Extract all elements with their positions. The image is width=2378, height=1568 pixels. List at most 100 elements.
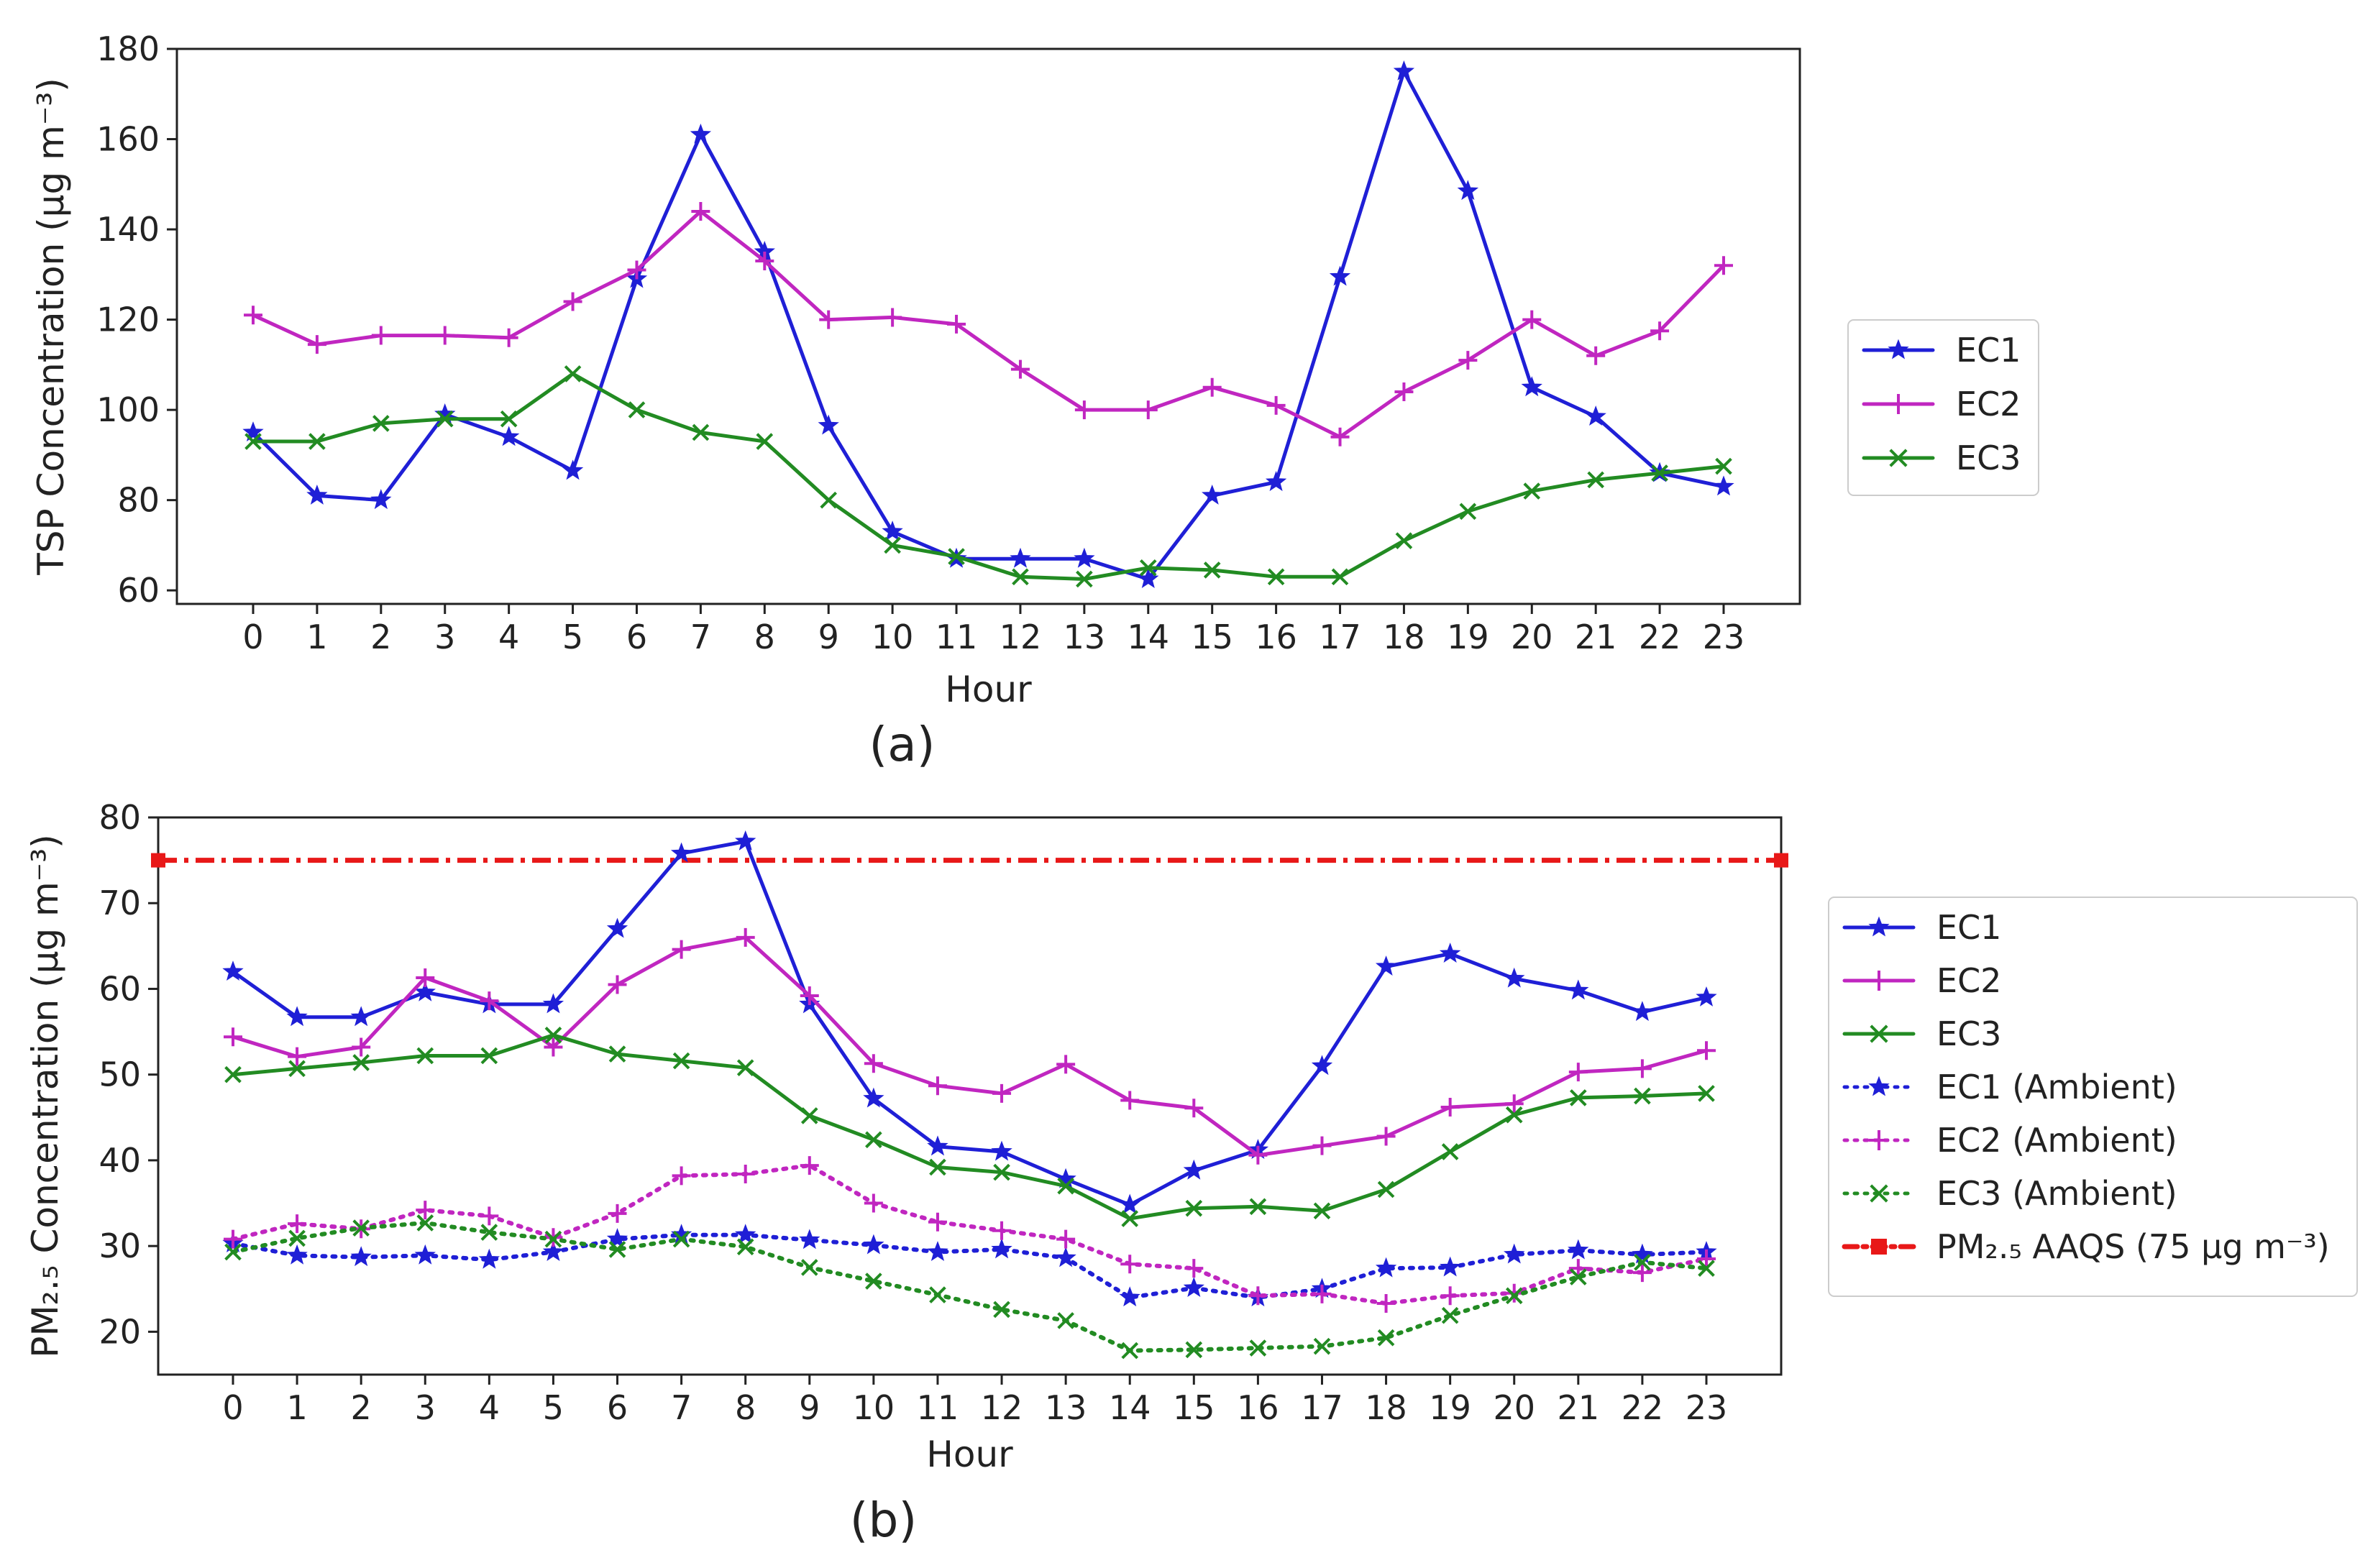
data-point	[1266, 395, 1286, 415]
legend-label: EC1 (Ambient)	[1936, 1068, 2177, 1106]
data-point	[736, 1238, 754, 1256]
data-point	[1714, 256, 1733, 275]
data-point	[1055, 1247, 1076, 1267]
x-tick-label: 23	[1686, 1388, 1728, 1427]
data-point	[1202, 377, 1222, 397]
legend-swatch-marker	[1888, 339, 1909, 359]
series-line	[251, 69, 1726, 581]
data-point	[1713, 475, 1734, 496]
data-point	[1504, 967, 1525, 988]
data-point	[480, 1206, 499, 1226]
data-point	[1121, 1210, 1139, 1227]
data-point	[1504, 1094, 1524, 1114]
data-point	[991, 1238, 1012, 1259]
x-tick-label: 16	[1255, 618, 1297, 656]
data-point	[1634, 1253, 1651, 1271]
data-point	[1440, 1098, 1460, 1117]
data-point	[1457, 180, 1479, 201]
data-point	[224, 1229, 242, 1249]
data-point	[1185, 1199, 1203, 1217]
series-ec2	[244, 201, 1733, 446]
data-point	[288, 1229, 306, 1247]
data-point	[1522, 310, 1542, 329]
data-point	[350, 1006, 372, 1027]
data-point	[1184, 1259, 1204, 1278]
data-point	[1119, 1286, 1140, 1307]
data-point	[929, 1286, 946, 1303]
data-point	[1139, 559, 1157, 577]
data-point	[1441, 1143, 1459, 1160]
data-point	[1377, 1329, 1395, 1347]
y-axis-title: PM₂.₅ Concentration (μg m⁻³)	[24, 834, 66, 1357]
data-point	[948, 548, 965, 565]
data-point	[1121, 1342, 1139, 1360]
x-tick-label: 20	[1511, 618, 1553, 656]
y-tick-label: 70	[99, 884, 141, 922]
data-point	[736, 1059, 754, 1076]
x-tick-label: 13	[1064, 618, 1106, 656]
data-point	[1698, 1085, 1715, 1102]
data-point	[1138, 400, 1158, 420]
legend-box	[1847, 319, 2039, 496]
series-line	[231, 1232, 1709, 1300]
y-tick-label: 50	[99, 1055, 141, 1094]
data-point	[927, 1241, 948, 1261]
data-point	[1459, 503, 1477, 521]
data-point	[800, 1156, 819, 1175]
data-point	[372, 415, 390, 432]
panel-label: (b)	[850, 1493, 917, 1548]
data-point	[608, 1203, 627, 1223]
data-point	[352, 1054, 370, 1071]
data-point	[691, 201, 710, 221]
legend-swatch-marker	[1868, 916, 1890, 937]
data-point	[1440, 1286, 1460, 1306]
data-point	[1587, 471, 1604, 489]
x-tick-label: 12	[1000, 618, 1042, 656]
x-tick-label: 3	[415, 1388, 436, 1427]
data-point	[1056, 1055, 1076, 1074]
data-point	[1697, 1041, 1716, 1060]
data-point	[288, 1060, 306, 1078]
data-point	[1377, 1180, 1395, 1198]
data-point	[800, 1107, 818, 1124]
legend: EC1 EC2 EC3 EC1 (Ambient) EC2 (Ambient) EC3 (…	[1828, 897, 2358, 1297]
data-point	[800, 986, 819, 1005]
data-point	[480, 991, 499, 1011]
x-tick-label: 6	[626, 618, 647, 656]
data-point	[1697, 1250, 1716, 1269]
series-ec3-ambient	[224, 1214, 1715, 1360]
data-point	[993, 1301, 1010, 1319]
series-line	[231, 839, 1709, 1207]
data-point	[1570, 1089, 1587, 1106]
data-point	[606, 917, 628, 938]
reference-line-marker	[151, 853, 165, 868]
x-tick-label: 7	[671, 1388, 692, 1427]
data-point	[1012, 568, 1029, 586]
data-point	[563, 292, 582, 311]
y-tick-label: 60	[117, 571, 160, 610]
x-tick-label: 11	[936, 618, 978, 656]
data-point	[478, 1248, 500, 1269]
data-point	[928, 1212, 947, 1232]
x-tick-label: 17	[1301, 1388, 1343, 1427]
data-point	[244, 433, 262, 450]
data-point	[1267, 568, 1285, 586]
data-point	[1183, 1277, 1204, 1298]
data-point	[991, 1140, 1012, 1161]
x-tick-label: 9	[818, 618, 839, 656]
data-point	[224, 1027, 242, 1047]
data-point	[1331, 568, 1349, 586]
data-point	[692, 423, 710, 441]
data-point	[670, 842, 692, 863]
x-tick-label: 20	[1493, 1388, 1535, 1427]
legend-label: EC2 (Ambient)	[1936, 1121, 2177, 1160]
legend-label: EC2	[1936, 961, 2001, 1000]
data-point	[350, 1246, 372, 1267]
data-point	[1010, 547, 1031, 568]
data-point	[690, 123, 712, 144]
data-point	[1138, 568, 1159, 588]
data-point	[865, 1131, 882, 1149]
data-point	[416, 968, 435, 987]
